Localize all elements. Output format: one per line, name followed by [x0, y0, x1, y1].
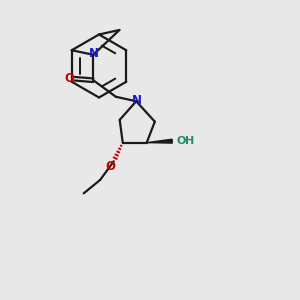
Text: O: O	[64, 72, 74, 85]
Text: H: H	[185, 136, 194, 146]
Polygon shape	[147, 139, 172, 143]
Text: O: O	[176, 136, 185, 146]
Text: N: N	[89, 47, 99, 60]
Text: O: O	[105, 160, 115, 172]
Text: N: N	[132, 94, 142, 106]
